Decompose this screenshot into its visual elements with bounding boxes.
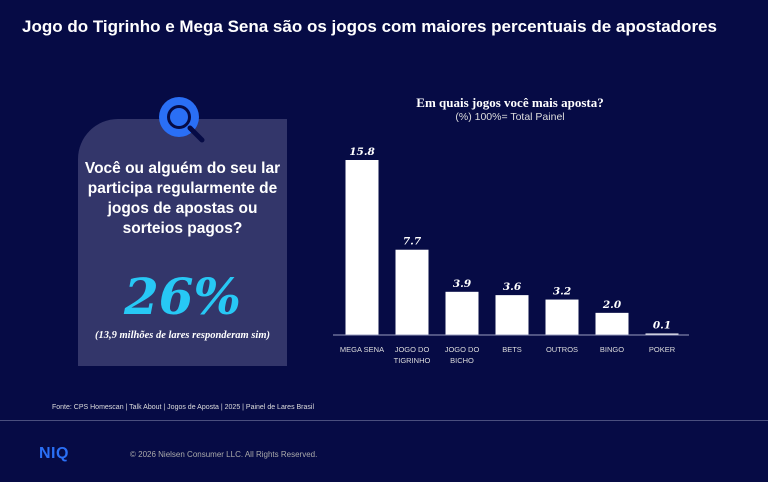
bar bbox=[595, 312, 629, 335]
magnifier-icon bbox=[159, 97, 205, 143]
bar-chart: 15.8 MEGA SENA 7.7 JOGO DO TIGRINHO 3.9 JOGO D… bbox=[333, 146, 689, 365]
chart-subtitle: (%) 100%= Total Painel bbox=[455, 111, 565, 123]
bar bbox=[395, 249, 429, 335]
category-label: MEGA SENA bbox=[340, 345, 384, 354]
category-label: OUTROS bbox=[546, 345, 578, 354]
data-label: 3.9 bbox=[453, 278, 472, 290]
card-percent: 26% bbox=[123, 267, 242, 326]
bar bbox=[495, 295, 529, 335]
page-title: Jogo do Tigrinho e Mega Sena são os jogo… bbox=[22, 17, 717, 36]
bar bbox=[645, 333, 679, 335]
niq-logo: NIQ bbox=[39, 445, 69, 462]
data-label: 0.1 bbox=[653, 320, 671, 332]
category-label: TIGRINHO bbox=[394, 356, 431, 365]
source-note: Fonte: CPS Homescan | Talk About | Jogos… bbox=[52, 404, 315, 411]
data-label: 2.0 bbox=[602, 299, 622, 311]
data-label: 7.7 bbox=[403, 236, 422, 248]
copyright: © 2026 Nielsen Consumer LLC. All Rights … bbox=[130, 450, 318, 459]
data-label: 15.8 bbox=[349, 146, 375, 158]
question-card: Você ou alguém do seu lar participa regu… bbox=[78, 119, 287, 366]
bar bbox=[345, 160, 379, 335]
category-label: JOGO DO bbox=[445, 345, 480, 354]
card-note: (13,9 milhões de lares responderam sim) bbox=[95, 330, 270, 341]
category-label: JOGO DO bbox=[395, 345, 430, 354]
bar bbox=[545, 299, 579, 335]
category-label: BETS bbox=[502, 345, 522, 354]
divider bbox=[0, 420, 768, 421]
bar bbox=[445, 291, 479, 335]
data-label: 3.6 bbox=[503, 281, 522, 293]
card-question: Você ou alguém do seu lar participa regu… bbox=[84, 160, 281, 237]
category-label: BINGO bbox=[600, 345, 624, 354]
chart-title: Em quais jogos você mais aposta? bbox=[416, 95, 604, 110]
category-label: BICHO bbox=[450, 356, 474, 365]
category-label: POKER bbox=[649, 345, 676, 354]
data-label: 3.2 bbox=[553, 286, 571, 298]
